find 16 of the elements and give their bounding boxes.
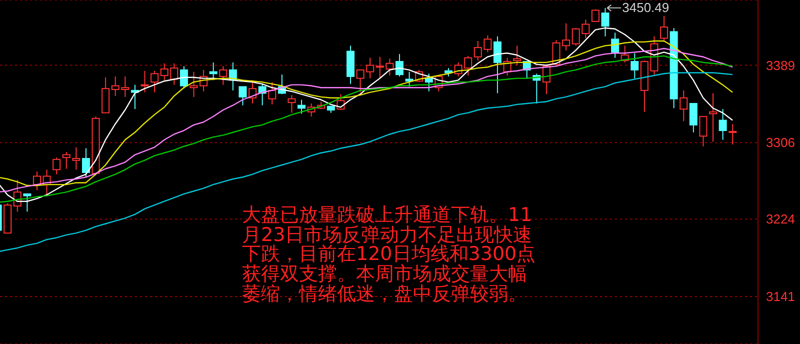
candlestick [680,90,688,122]
candlestick [709,92,718,142]
candlestick [718,108,727,140]
candlestick [601,7,610,37]
candlestick [728,123,737,145]
candlestick [346,45,355,84]
annotation: 3450.49 [622,0,670,15]
y-tick-label: 3306 [766,135,795,150]
y-tick-label: 3224 [766,212,795,227]
candlestick [493,36,502,94]
y-tick-label: 3389 [766,58,795,73]
annotation: 大盘已放量跌破上升通道下轨。11月23日市场反弹动力不足出现快速下跌，目前在120日均线和3300点获得双支撑。本周市场成交量大幅萎缩，情绪低迷，盘中反弹较弱。 [242,204,537,305]
candlestick [72,146,80,170]
y-tick-label: 3141 [766,289,795,304]
candlestick [62,151,70,170]
candlestick [288,94,296,114]
